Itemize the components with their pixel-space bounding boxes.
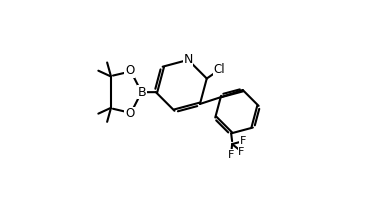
Text: O: O [125,64,134,77]
Text: F: F [240,136,246,146]
Text: F: F [238,147,245,157]
Text: N: N [184,53,193,66]
Text: Cl: Cl [214,63,225,76]
Text: B: B [138,86,147,99]
Text: F: F [228,150,234,160]
Text: O: O [125,107,134,120]
